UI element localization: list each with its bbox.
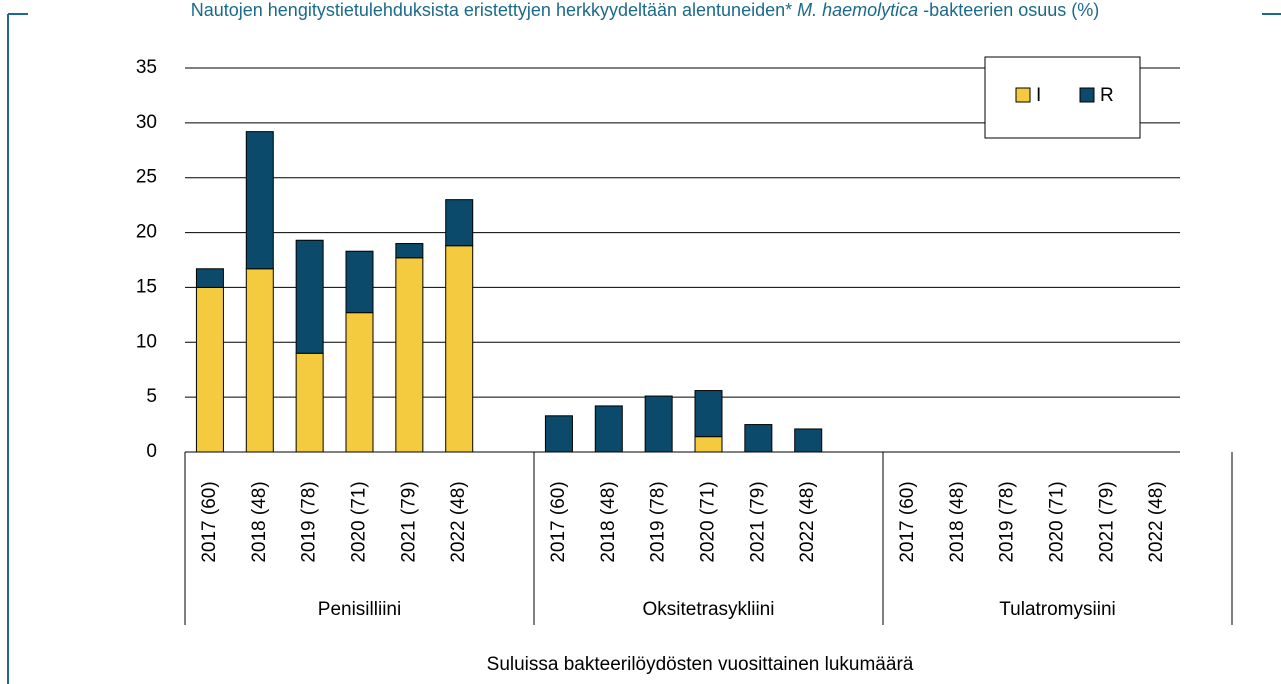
bar-segment <box>345 250 374 314</box>
x-tick-label: 2019 (78) <box>648 481 669 562</box>
y-tick-label: 10 <box>136 331 157 352</box>
x-tick-label: 2017 (60) <box>548 481 569 562</box>
bar-segment <box>195 286 224 453</box>
legend-box <box>984 56 1141 139</box>
title-part: M. haemolytica <box>797 0 918 20</box>
bar-segment <box>295 239 324 354</box>
x-tick-label: 2021 (79) <box>1096 481 1117 562</box>
bar-segment <box>395 243 424 259</box>
y-tick-label: 0 <box>146 441 157 462</box>
bar-segment <box>395 257 424 453</box>
legend-swatch <box>1015 87 1031 103</box>
bar-segment <box>594 405 623 453</box>
x-tick-label: 2020 (71) <box>698 481 719 562</box>
x-tick-label: 2020 (71) <box>1047 481 1068 562</box>
x-tick-label: 2022 (48) <box>797 481 818 562</box>
legend-swatch <box>1079 87 1095 103</box>
legend-label: R <box>1100 85 1114 106</box>
x-tick-label: 2017 (60) <box>199 481 220 562</box>
x-tick-label: 2021 (79) <box>747 481 768 562</box>
group-label: Oksitetrasykliini <box>643 599 775 620</box>
chart-title: Nautojen hengitystietulehduksista eriste… <box>191 0 1100 20</box>
x-tick-label: 2018 (48) <box>598 481 619 562</box>
legend-label: I <box>1036 85 1041 106</box>
bar-segment <box>644 395 673 453</box>
title-part: -bakteerien osuus (%) <box>918 0 1099 20</box>
group-label: Tulatromysiini <box>999 599 1116 620</box>
y-tick-label: 25 <box>136 167 157 188</box>
bar-segment <box>794 428 823 453</box>
y-tick-label: 35 <box>136 57 157 78</box>
y-tick-label: 30 <box>136 112 157 133</box>
bar-segment <box>694 436 723 453</box>
title-part: Nautojen hengitystietulehduksista eriste… <box>191 0 797 20</box>
y-tick-label: 5 <box>146 386 157 407</box>
x-tick-label: 2018 (48) <box>249 481 270 562</box>
x-tick-label: 2022 (48) <box>448 481 469 562</box>
x-tick-label: 2020 (71) <box>349 481 370 562</box>
bar-segment <box>694 390 723 438</box>
bar-segment <box>744 424 773 453</box>
y-tick-label: 15 <box>136 276 157 297</box>
bar-segment <box>345 312 374 453</box>
group-label: Penisilliini <box>318 599 401 620</box>
x-tick-label: 2018 (48) <box>947 481 968 562</box>
bar-segment <box>544 415 573 453</box>
x-tick-label: 2019 (78) <box>997 481 1018 562</box>
bar-segment <box>295 352 324 453</box>
bar-segment <box>245 268 274 453</box>
bar-segment <box>445 199 474 247</box>
bar-segment <box>245 131 274 270</box>
x-tick-label: 2017 (60) <box>897 481 918 562</box>
x-tick-label: 2021 (79) <box>398 481 419 562</box>
x-tick-label: 2019 (78) <box>299 481 320 562</box>
bar-segment <box>195 268 224 288</box>
x-axis-label: Suluissa bakteerilöydösten vuosittainen … <box>487 654 914 675</box>
bar-segment <box>445 245 474 453</box>
y-tick-label: 20 <box>136 222 157 243</box>
x-tick-label: 2022 (48) <box>1146 481 1167 562</box>
